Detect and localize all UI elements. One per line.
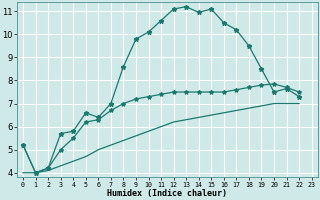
- X-axis label: Humidex (Indice chaleur): Humidex (Indice chaleur): [107, 189, 227, 198]
